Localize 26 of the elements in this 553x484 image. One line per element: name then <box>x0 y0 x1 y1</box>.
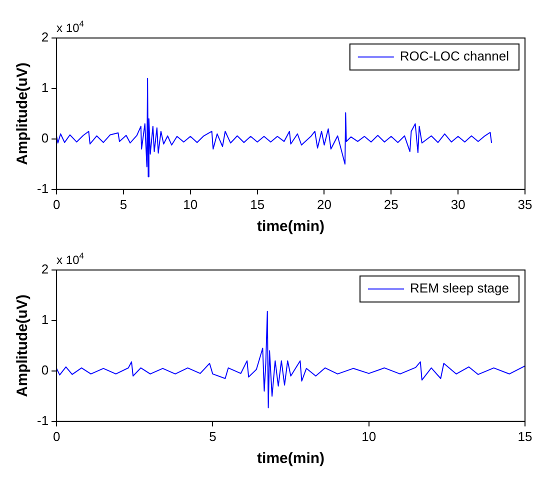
x-tick-label: 20 <box>317 196 332 212</box>
y-tick-label: 2 <box>41 262 49 277</box>
y-tick-label: -1 <box>36 180 49 196</box>
x-axis-title: time(min) <box>257 450 325 468</box>
y-tick-label: 0 <box>41 362 49 378</box>
y-tick-label: 1 <box>41 312 49 328</box>
y-axis-title: Amplitude(uV) <box>14 62 32 165</box>
y-tick-label: 1 <box>41 80 49 96</box>
x-tick-label: 5 <box>120 196 128 212</box>
y-axis-title: Amplitude(uV) <box>14 294 32 397</box>
legend-label: ROC-LOC channel <box>400 48 510 64</box>
x-tick-label: 10 <box>362 428 376 444</box>
x-tick-label: 35 <box>518 196 532 212</box>
x-tick-label: 0 <box>52 196 60 212</box>
x-tick-label: 5 <box>209 428 216 444</box>
x-tick-label: 30 <box>450 196 466 212</box>
x-tick-label: 10 <box>183 196 198 212</box>
y-tick-label: 2 <box>41 30 49 45</box>
x-tick-label: 0 <box>52 428 60 444</box>
x-tick-label: 15 <box>518 428 532 444</box>
x-axis-title: time(min) <box>257 218 325 236</box>
x-tick-label: 15 <box>250 196 265 212</box>
x-tick-label: 25 <box>384 196 398 212</box>
y-tick-label: -1 <box>36 412 49 428</box>
legend-label: REM sleep stage <box>410 280 510 296</box>
y-tick-label: 0 <box>41 130 49 146</box>
